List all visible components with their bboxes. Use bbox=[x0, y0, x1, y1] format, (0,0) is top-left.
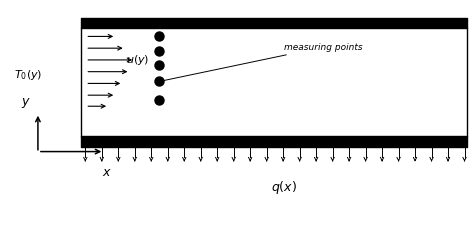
Text: $T_0(y)$: $T_0(y)$ bbox=[14, 68, 43, 82]
Text: $x$: $x$ bbox=[102, 166, 111, 179]
Text: $u(y)$: $u(y)$ bbox=[126, 53, 149, 67]
Text: $y$: $y$ bbox=[21, 96, 31, 110]
Text: measuring points: measuring points bbox=[164, 43, 363, 81]
Text: $q(x)$: $q(x)$ bbox=[272, 180, 297, 196]
